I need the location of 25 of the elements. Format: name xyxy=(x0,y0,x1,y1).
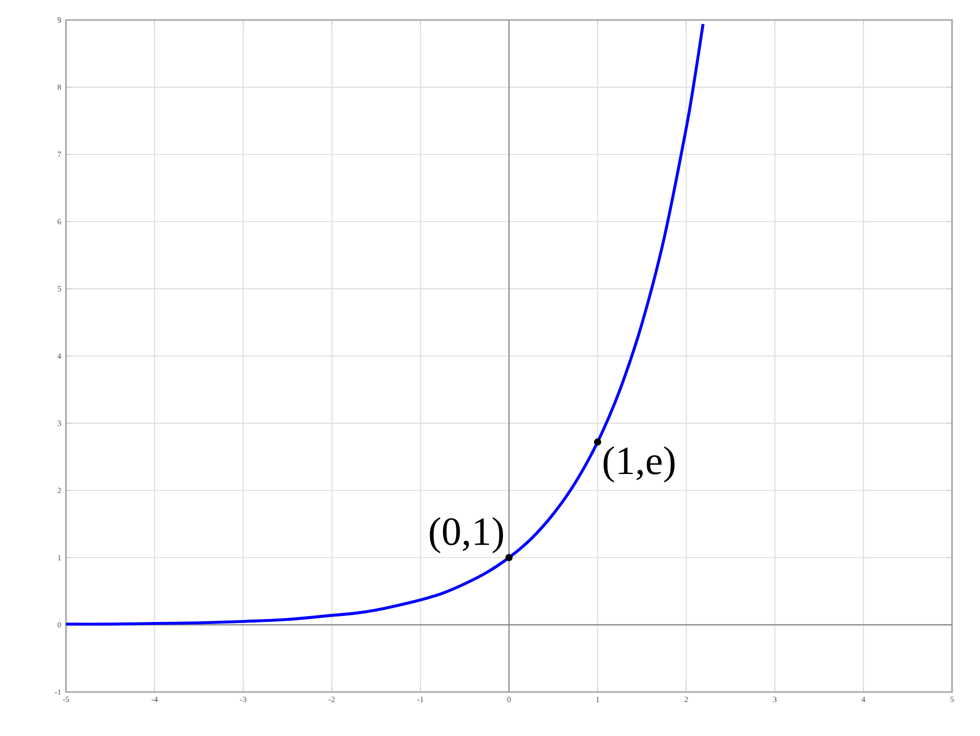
x-tick-label: 1 xyxy=(596,696,600,702)
x-tick-label: 0 xyxy=(507,696,511,702)
x-tick-label: -4 xyxy=(152,696,158,702)
line-series xyxy=(64,22,705,626)
x-tick-label: 4 xyxy=(862,696,866,702)
y-tick-label: 9 xyxy=(58,17,61,23)
x-tick-label: 2 xyxy=(684,696,688,702)
annotation: (0,1) xyxy=(430,517,503,554)
x-tick-label: -3 xyxy=(240,696,246,702)
y-tick-label: 2 xyxy=(58,488,61,494)
y-tick-label: 1 xyxy=(58,554,61,560)
x-tick-label: -5 xyxy=(62,696,70,702)
y-tick-label: 8 xyxy=(58,84,61,90)
y-tick-label: -1 xyxy=(54,689,61,695)
x-tick-label: -1 xyxy=(417,696,424,702)
x-tick-label: -2 xyxy=(328,696,335,702)
y-tick-label: 3 xyxy=(58,420,61,426)
y-tick-label: 6 xyxy=(58,218,62,224)
x-tick-label: 5 xyxy=(950,696,954,702)
y-tick-label: 4 xyxy=(57,353,62,359)
x-tick-label: 3 xyxy=(773,696,777,702)
annotation: (1,e) xyxy=(604,446,675,483)
y-tick-label: 5 xyxy=(58,286,61,292)
y-tick-label: 0 xyxy=(58,622,61,628)
y-tick-label: 7 xyxy=(58,152,62,158)
